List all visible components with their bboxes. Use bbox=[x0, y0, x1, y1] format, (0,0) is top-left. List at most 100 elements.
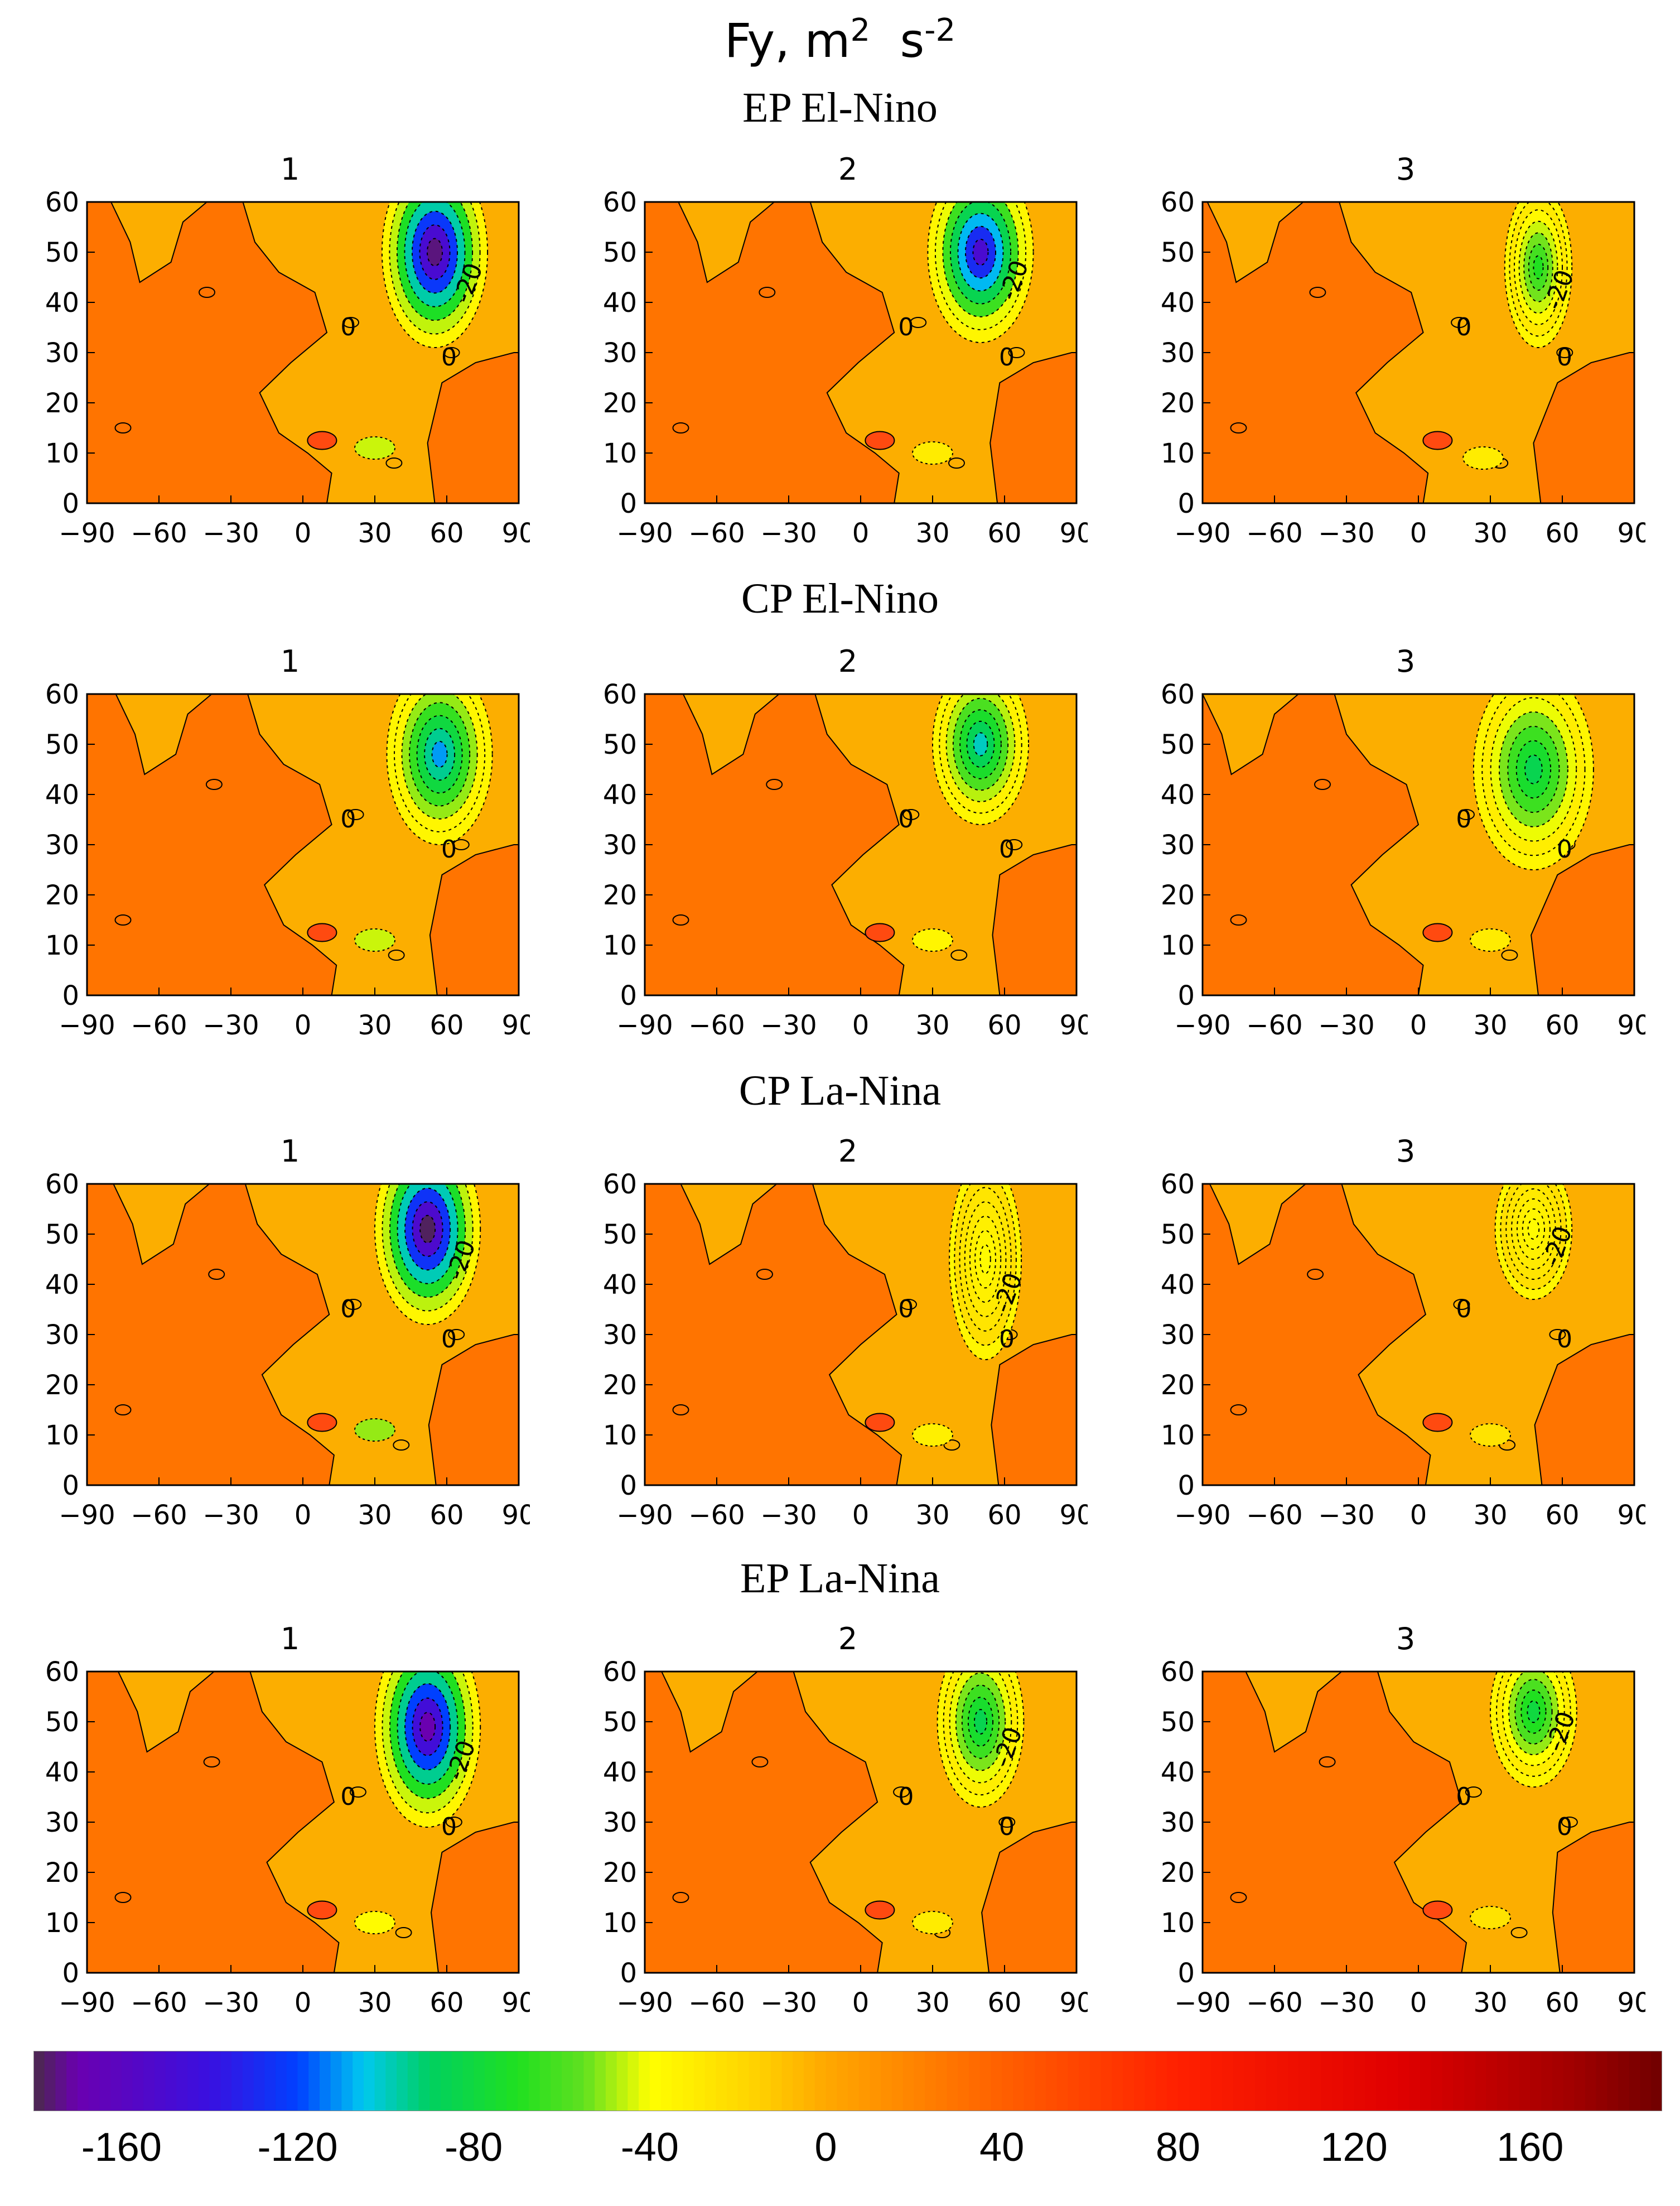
zero-contour-loop bbox=[385, 457, 403, 469]
colorbar-segment bbox=[562, 2051, 573, 2111]
colorbar-segment bbox=[363, 2051, 375, 2111]
positive-core bbox=[307, 1900, 337, 1920]
y-tick-label: 30 bbox=[1161, 1319, 1195, 1351]
group-title: EP El-Nino bbox=[742, 84, 938, 131]
y-tick-label: 20 bbox=[603, 1370, 637, 1401]
y-tick-label: 60 bbox=[1161, 1169, 1195, 1200]
zero-contour-loop bbox=[998, 1817, 1016, 1828]
x-tick-label: −60 bbox=[1246, 1500, 1302, 1531]
colorbar-segment bbox=[66, 2051, 78, 2111]
zero-contour-loop bbox=[1501, 950, 1518, 961]
positive-region bbox=[1203, 202, 1429, 503]
colorbar-tick-label: 80 bbox=[1155, 2125, 1200, 2170]
contour-panel: 3 -20 0 0 −90 −60 −30 0 30 60 90 0 10 20 30 40 50 60 bbox=[1121, 1621, 1645, 2025]
colorbar-segment bbox=[1651, 2051, 1662, 2111]
negative-contour-level bbox=[1533, 255, 1544, 280]
y-tick-label: 60 bbox=[603, 679, 637, 710]
colorbar-segment bbox=[1012, 2051, 1025, 2111]
x-tick-label: −30 bbox=[1318, 1987, 1374, 2019]
zero-label: 0 bbox=[441, 343, 457, 372]
positive-region bbox=[645, 1672, 883, 1973]
y-tick-label: 50 bbox=[1161, 729, 1195, 760]
y-tick-label: 20 bbox=[45, 1857, 79, 1889]
colorbar-segment bbox=[276, 2051, 287, 2111]
contour-panel: 1 -20 0 0 −90 −60 −30 0 30 60 90 0 10 20 30 40 50 60 bbox=[6, 152, 530, 556]
title-exponent-1: 2 bbox=[850, 12, 871, 49]
y-tick-label: 30 bbox=[1161, 338, 1195, 369]
y-tick-label: 10 bbox=[603, 438, 637, 469]
colorbar-segment bbox=[231, 2051, 243, 2111]
positive-region bbox=[1203, 694, 1424, 995]
zero-label: 0 bbox=[1456, 313, 1471, 341]
x-tick-label: −60 bbox=[688, 1500, 745, 1531]
negative-contour-level bbox=[1527, 1700, 1541, 1723]
group-title: CP La-Nina bbox=[738, 1067, 942, 1114]
colorbar-segment bbox=[1354, 2051, 1366, 2111]
colorbar-segment bbox=[1376, 2051, 1388, 2111]
colorbar-segment bbox=[891, 2051, 904, 2111]
y-tick-label: 50 bbox=[603, 1219, 637, 1250]
negative-contour-level bbox=[979, 1244, 991, 1274]
y-tick-label: 50 bbox=[603, 237, 637, 268]
y-tick-label: 40 bbox=[45, 287, 79, 319]
positive-region bbox=[429, 844, 519, 995]
colorbar-segment bbox=[858, 2051, 871, 2111]
zero-contour-loop bbox=[1510, 1927, 1528, 1938]
y-tick-label: 10 bbox=[603, 930, 637, 961]
y-tick-label: 20 bbox=[45, 1370, 79, 1401]
equatorial-negative-patch bbox=[354, 1418, 395, 1442]
y-tick-label: 30 bbox=[45, 1807, 79, 1838]
positive-region bbox=[645, 694, 905, 995]
x-tick-label: 30 bbox=[358, 518, 392, 549]
zero-contour-loop bbox=[910, 317, 927, 328]
x-tick-label: 60 bbox=[429, 1500, 464, 1531]
x-tick-label: 90 bbox=[501, 1010, 530, 1041]
colorbar-segment bbox=[1233, 2051, 1245, 2111]
colorbar-segment bbox=[1288, 2051, 1300, 2111]
colorbar-segment bbox=[649, 2051, 662, 2111]
panel-number: 2 bbox=[838, 644, 858, 679]
colorbar-segment bbox=[253, 2051, 265, 2111]
x-tick-label: 90 bbox=[1059, 518, 1088, 549]
zero-contour-loop bbox=[902, 809, 920, 820]
y-tick-label: 0 bbox=[1177, 1958, 1195, 1989]
x-tick-label: 90 bbox=[1617, 518, 1645, 549]
y-tick-label: 30 bbox=[45, 1319, 79, 1351]
colorbar-segment bbox=[506, 2051, 519, 2111]
equatorial-negative-patch bbox=[912, 928, 953, 952]
zero-contour-loop bbox=[672, 1892, 689, 1903]
colorbar-segment bbox=[1486, 2051, 1498, 2111]
y-tick-label: 60 bbox=[603, 1169, 637, 1200]
y-tick-label: 10 bbox=[1161, 930, 1195, 961]
colorbar-segment bbox=[947, 2051, 959, 2111]
y-tick-label: 0 bbox=[62, 488, 79, 519]
plot-area bbox=[87, 694, 519, 995]
y-tick-label: 0 bbox=[620, 980, 637, 1012]
colorbar-segment bbox=[1068, 2051, 1080, 2111]
colorbar-segment bbox=[1321, 2051, 1333, 2111]
colorbar-segment bbox=[330, 2051, 342, 2111]
positive-core bbox=[1422, 923, 1453, 942]
colorbar-segment bbox=[870, 2051, 882, 2111]
colorbar-segment bbox=[55, 2051, 67, 2111]
panel-number: 1 bbox=[280, 644, 300, 679]
x-tick-label: 30 bbox=[1473, 1987, 1507, 2019]
negative-contour-level bbox=[972, 238, 989, 266]
colorbar-segment bbox=[484, 2051, 496, 2111]
colorbar-segment bbox=[1177, 2051, 1190, 2111]
x-tick-label: 0 bbox=[1410, 1987, 1427, 2019]
positive-region bbox=[1534, 1334, 1634, 1485]
y-tick-label: 40 bbox=[603, 779, 637, 811]
x-tick-label: −30 bbox=[1318, 1500, 1374, 1531]
zero-contour-loop bbox=[1230, 914, 1247, 926]
y-tick-label: 30 bbox=[1161, 830, 1195, 861]
x-tick-label: −30 bbox=[760, 1010, 817, 1041]
positive-region bbox=[1533, 352, 1634, 503]
colorbar-segment bbox=[1255, 2051, 1267, 2111]
y-tick-label: 30 bbox=[603, 830, 637, 861]
y-tick-label: 40 bbox=[1161, 1269, 1195, 1301]
x-tick-label: −30 bbox=[202, 1500, 259, 1531]
y-tick-label: 0 bbox=[1177, 488, 1195, 519]
